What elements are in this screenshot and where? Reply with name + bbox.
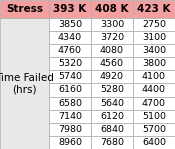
Text: 3400: 3400 bbox=[142, 46, 166, 55]
FancyBboxPatch shape bbox=[49, 31, 91, 44]
Text: 4760: 4760 bbox=[58, 46, 82, 55]
Text: 5740: 5740 bbox=[58, 72, 82, 81]
FancyBboxPatch shape bbox=[91, 110, 133, 123]
FancyBboxPatch shape bbox=[49, 44, 91, 57]
FancyBboxPatch shape bbox=[91, 18, 133, 31]
Text: 4100: 4100 bbox=[142, 72, 166, 81]
FancyBboxPatch shape bbox=[91, 57, 133, 70]
FancyBboxPatch shape bbox=[49, 70, 91, 83]
FancyBboxPatch shape bbox=[49, 57, 91, 70]
FancyBboxPatch shape bbox=[0, 18, 49, 149]
FancyBboxPatch shape bbox=[91, 31, 133, 44]
Text: 3850: 3850 bbox=[58, 20, 82, 29]
Text: 5700: 5700 bbox=[142, 125, 166, 134]
FancyBboxPatch shape bbox=[133, 83, 175, 97]
Text: 3100: 3100 bbox=[142, 33, 166, 42]
Text: 408 K: 408 K bbox=[95, 4, 129, 14]
Text: 7140: 7140 bbox=[58, 112, 82, 121]
Text: 423 K: 423 K bbox=[137, 4, 171, 14]
FancyBboxPatch shape bbox=[49, 97, 91, 110]
FancyBboxPatch shape bbox=[91, 0, 133, 18]
FancyBboxPatch shape bbox=[49, 136, 91, 149]
Text: 5100: 5100 bbox=[142, 112, 166, 121]
FancyBboxPatch shape bbox=[49, 0, 91, 18]
Text: 5320: 5320 bbox=[58, 59, 82, 68]
FancyBboxPatch shape bbox=[49, 18, 91, 31]
FancyBboxPatch shape bbox=[91, 123, 133, 136]
Text: 4340: 4340 bbox=[58, 33, 82, 42]
Text: 393 K: 393 K bbox=[53, 4, 87, 14]
Text: 7680: 7680 bbox=[100, 138, 124, 147]
FancyBboxPatch shape bbox=[91, 44, 133, 57]
FancyBboxPatch shape bbox=[49, 123, 91, 136]
FancyBboxPatch shape bbox=[91, 97, 133, 110]
FancyBboxPatch shape bbox=[91, 83, 133, 97]
Text: 8960: 8960 bbox=[58, 138, 82, 147]
FancyBboxPatch shape bbox=[133, 70, 175, 83]
Text: 6840: 6840 bbox=[100, 125, 124, 134]
FancyBboxPatch shape bbox=[133, 31, 175, 44]
Text: 2750: 2750 bbox=[142, 20, 166, 29]
FancyBboxPatch shape bbox=[133, 110, 175, 123]
FancyBboxPatch shape bbox=[133, 18, 175, 31]
FancyBboxPatch shape bbox=[133, 57, 175, 70]
Text: 5640: 5640 bbox=[100, 99, 124, 108]
FancyBboxPatch shape bbox=[133, 136, 175, 149]
Text: 6580: 6580 bbox=[58, 99, 82, 108]
FancyBboxPatch shape bbox=[133, 0, 175, 18]
FancyBboxPatch shape bbox=[133, 44, 175, 57]
Text: Time Failed
(hrs): Time Failed (hrs) bbox=[0, 73, 54, 94]
Text: 6120: 6120 bbox=[100, 112, 124, 121]
Text: 4080: 4080 bbox=[100, 46, 124, 55]
Text: 4400: 4400 bbox=[142, 86, 166, 94]
Text: 3720: 3720 bbox=[100, 33, 124, 42]
FancyBboxPatch shape bbox=[91, 70, 133, 83]
Text: 3300: 3300 bbox=[100, 20, 124, 29]
Text: Stress: Stress bbox=[6, 4, 43, 14]
Text: 5280: 5280 bbox=[100, 86, 124, 94]
FancyBboxPatch shape bbox=[91, 136, 133, 149]
Text: 3800: 3800 bbox=[142, 59, 166, 68]
FancyBboxPatch shape bbox=[133, 97, 175, 110]
FancyBboxPatch shape bbox=[0, 0, 49, 18]
Text: 6400: 6400 bbox=[142, 138, 166, 147]
FancyBboxPatch shape bbox=[49, 110, 91, 123]
FancyBboxPatch shape bbox=[49, 83, 91, 97]
Text: 4560: 4560 bbox=[100, 59, 124, 68]
FancyBboxPatch shape bbox=[133, 123, 175, 136]
Text: 4700: 4700 bbox=[142, 99, 166, 108]
Text: 7980: 7980 bbox=[58, 125, 82, 134]
Text: 4920: 4920 bbox=[100, 72, 124, 81]
Text: 6160: 6160 bbox=[58, 86, 82, 94]
